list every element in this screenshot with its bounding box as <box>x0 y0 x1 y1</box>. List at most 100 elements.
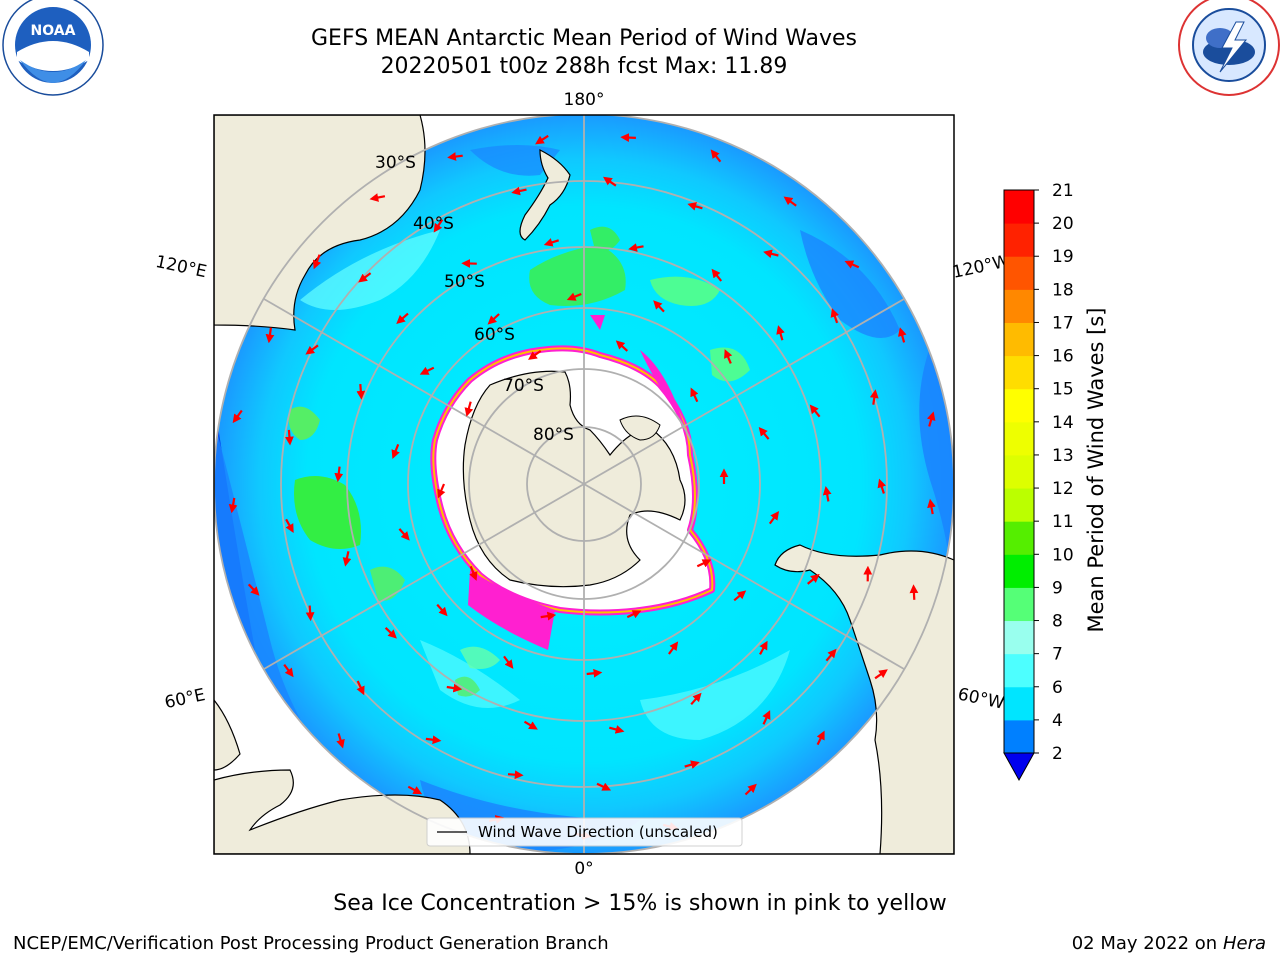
wave-direction-arrow <box>511 186 527 196</box>
legend-label: Wind Wave Direction (unscaled) <box>478 823 718 841</box>
australia-landmass <box>214 115 426 331</box>
colorbar-tick-label: 20 <box>1052 214 1074 234</box>
wave-direction-arrow <box>615 340 629 352</box>
wave-direction-arrow <box>822 486 832 502</box>
wave-direction-arrow <box>776 325 785 341</box>
wave-direction-arrow <box>596 782 612 791</box>
wave-direction-arrow <box>446 683 463 693</box>
colorbar-tick-label: 16 <box>1052 347 1074 367</box>
lat-label-60s: 60°S <box>474 325 515 345</box>
wave-direction-arrow <box>425 735 442 745</box>
wave-direction-arrow <box>758 426 770 440</box>
lat-label-80s: 80°S <box>533 425 574 445</box>
wave-direction-arrow <box>690 692 702 706</box>
colorbar-segment <box>1004 421 1034 456</box>
wave-direction-arrow <box>540 611 557 621</box>
wave-direction-arrow <box>369 193 386 202</box>
colorbar-segment <box>1004 289 1034 323</box>
wave-direction-arrow <box>247 583 260 596</box>
wave-direction-arrow <box>744 783 757 796</box>
wave-direction-arrow <box>830 308 839 324</box>
colorbar-tick-label: 13 <box>1052 446 1074 466</box>
colorbar-segment <box>1004 190 1034 224</box>
wave-direction-arrow <box>763 249 779 259</box>
wave-direction-arrow <box>312 254 322 270</box>
wave-direction-arrow <box>232 409 243 424</box>
wave-direction-arrow <box>334 466 344 483</box>
wave-direction-arrow <box>687 202 703 211</box>
wave-direction-arrow <box>609 725 625 734</box>
colorbar-segment <box>1004 653 1034 688</box>
colorbar-segment <box>1004 355 1034 390</box>
wave-direction-arrow <box>528 350 542 360</box>
wave-direction-arrow <box>566 292 582 301</box>
wave-direction-arrow <box>487 313 500 325</box>
wave-direction-arrow <box>433 218 444 233</box>
lat-label-70s: 70°S <box>503 376 544 396</box>
wave-direction-arrow <box>535 134 549 145</box>
lon-label-60e: 60°E <box>163 685 207 713</box>
wave-direction-arrow <box>285 429 294 446</box>
colorbar-tick-label: 8 <box>1052 612 1063 632</box>
colorbar-segment <box>1004 388 1034 423</box>
chart-subtitle: 20220501 t00z 288h fcst Max: 11.89 <box>380 54 788 79</box>
lon-label-120w: 120°W <box>951 251 1012 283</box>
ice-note: Sea Ice Concentration > 15% is shown in … <box>333 891 947 916</box>
wave-direction-arrow <box>464 401 474 417</box>
wave-direction-arrow <box>543 238 560 247</box>
wave-direction-arrow <box>869 389 879 405</box>
colorbar-segment <box>1004 454 1034 489</box>
colorbar-tick-label: 15 <box>1052 380 1074 400</box>
colorbar-tick-label: 12 <box>1052 479 1074 499</box>
wave-direction-arrow <box>358 272 372 283</box>
wave-direction-arrow <box>507 770 524 780</box>
colorbar-tick-label: 7 <box>1052 645 1063 665</box>
colorbar-tick-label: 4 <box>1052 711 1063 731</box>
colorbar-tick-label: 2 <box>1052 744 1063 764</box>
wave-direction-arrow <box>436 603 448 617</box>
map-legend: Wind Wave Direction (unscaled) <box>426 817 743 847</box>
wave-direction-arrow <box>620 133 636 142</box>
wave-direction-arrow <box>877 478 886 494</box>
wave-direction-arrow <box>356 680 365 696</box>
colorbar-tick-label: 17 <box>1052 313 1074 333</box>
africa-landmass <box>214 769 471 854</box>
wave-direction-arrow <box>503 655 514 669</box>
wave-direction-arrow <box>783 196 797 207</box>
lon-label-180: 180° <box>564 90 605 110</box>
new-zealand-landmass <box>519 149 571 241</box>
lon-label-0: 0° <box>574 859 593 879</box>
wave-direction-arrow <box>228 497 238 514</box>
wave-direction-arrow <box>523 720 538 730</box>
wave-direction-arrow <box>419 366 435 375</box>
wave-direction-arrow <box>690 387 699 403</box>
wave-direction-arrow <box>696 559 712 568</box>
map-frame <box>213 114 955 855</box>
colorbar-tick-label: 18 <box>1052 280 1074 300</box>
wave-direction-arrow <box>926 411 936 427</box>
south-america-landmass <box>774 544 954 854</box>
colorbar-tick-label: 9 <box>1052 578 1063 598</box>
wave-direction-arrow <box>898 327 907 343</box>
colorbar-segment <box>1004 256 1034 290</box>
wave-direction-arrow <box>356 384 366 400</box>
wave-direction-arrow <box>586 668 603 678</box>
wave-direction-arrow <box>283 663 294 678</box>
wave-direction-arrow <box>874 669 888 680</box>
wave-direction-arrow <box>927 498 936 515</box>
wave-direction-arrow <box>603 176 617 187</box>
colorbar-segment <box>1004 223 1034 257</box>
colorbar-segment <box>1004 719 1034 754</box>
wave-direction-arrow <box>684 760 700 769</box>
footer-host: Hera <box>1222 933 1266 954</box>
colorbar-tick-label: 21 <box>1052 181 1074 201</box>
wave-direction-arrow <box>396 312 409 324</box>
wave-direction-arrow <box>384 627 397 639</box>
noaa-logo-text: NOAA <box>31 23 76 39</box>
wave-direction-arrow <box>668 641 679 655</box>
lat-label-40s: 40°S <box>413 214 454 234</box>
wave-direction-arrow <box>759 640 768 655</box>
wave-direction-arrow <box>305 344 319 355</box>
wave-direction-arrow <box>710 149 722 163</box>
lat-label-50s: 50°S <box>444 272 485 292</box>
